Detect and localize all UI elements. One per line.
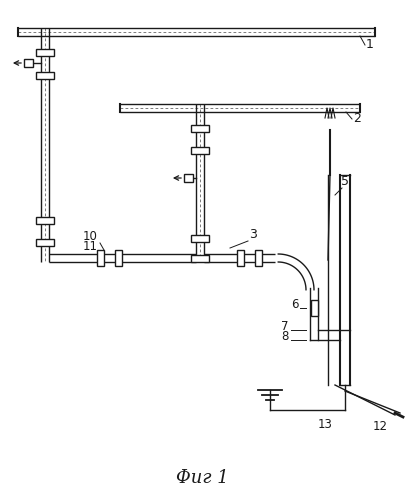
- Bar: [115, 250, 122, 266]
- Text: 2: 2: [353, 112, 361, 125]
- Bar: [36, 48, 54, 56]
- Text: 11: 11: [83, 240, 98, 253]
- Text: 5: 5: [341, 175, 349, 188]
- Bar: [191, 124, 209, 132]
- Text: 3: 3: [249, 228, 257, 241]
- Text: 6: 6: [291, 298, 299, 311]
- Text: 10: 10: [83, 230, 98, 243]
- Bar: [237, 250, 243, 266]
- Bar: [184, 174, 193, 182]
- Bar: [36, 72, 54, 78]
- Bar: [254, 250, 262, 266]
- Text: Φиг 1: Φиг 1: [176, 469, 228, 487]
- Text: 7: 7: [281, 320, 289, 333]
- Bar: [191, 234, 209, 242]
- Text: 13: 13: [318, 418, 333, 431]
- Bar: [191, 146, 209, 154]
- Text: 8: 8: [281, 330, 289, 343]
- Bar: [36, 238, 54, 246]
- Bar: [191, 254, 209, 262]
- Text: 1: 1: [366, 38, 374, 51]
- Text: 12: 12: [373, 420, 388, 433]
- Bar: [24, 59, 33, 67]
- Bar: [36, 216, 54, 224]
- Bar: [96, 250, 104, 266]
- Bar: [311, 300, 318, 316]
